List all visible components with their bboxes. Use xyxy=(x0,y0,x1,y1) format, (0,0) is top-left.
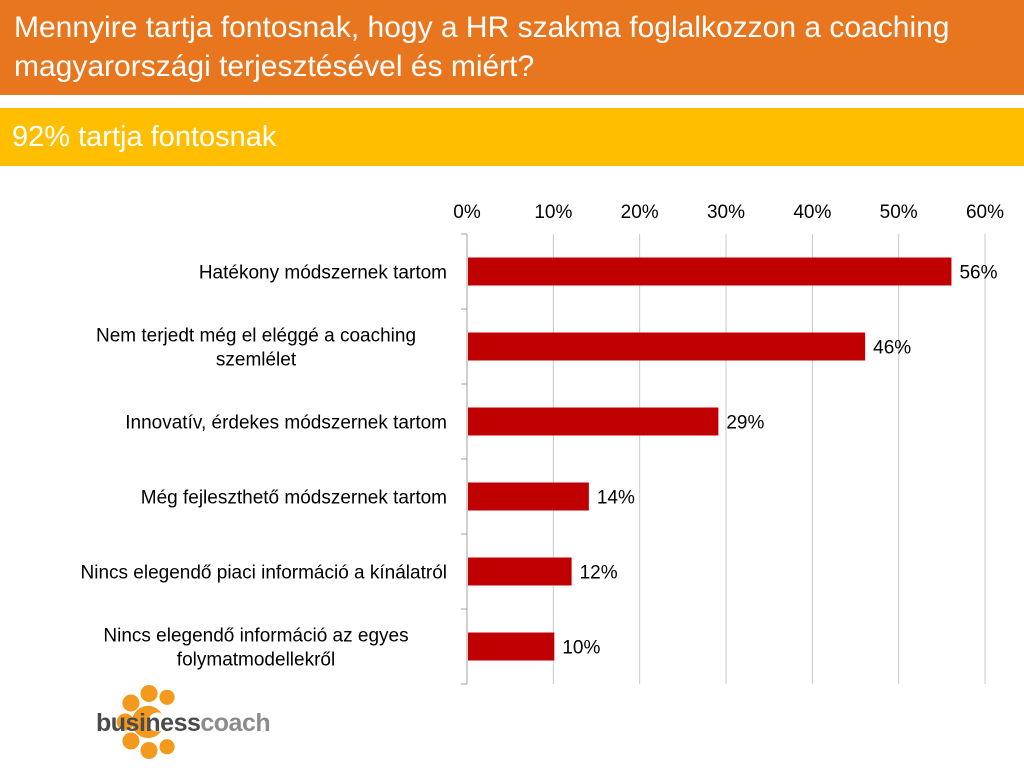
orange-c-flower-icon xyxy=(116,684,183,760)
bar xyxy=(468,332,866,361)
x-tick-label: 50% xyxy=(880,202,918,223)
logo-wordmark: businesscoach xyxy=(96,708,271,738)
x-tick-label: 20% xyxy=(621,202,659,223)
logo-word-coach: coach xyxy=(200,709,271,737)
category-label-line: Nincs elegendő piaci információ a kínála… xyxy=(81,563,447,584)
category-label: Nincs elegendő információ az egyes folyma… xyxy=(103,626,408,671)
x-tick-label: 60% xyxy=(966,202,1004,223)
x-tick-label: 40% xyxy=(793,202,831,223)
value-label: 14% xyxy=(597,488,635,509)
bar xyxy=(468,407,719,436)
x-tick-label: 0% xyxy=(453,202,481,223)
category-label: Nem terjedt még el eléggé a coaching szem… xyxy=(96,326,416,371)
logo-word-business: business xyxy=(96,709,201,737)
bar xyxy=(468,257,952,286)
bar xyxy=(468,482,589,511)
slide-title: Mennyire tartja fontosnak, hogy a HR sza… xyxy=(14,11,950,83)
x-tick-label: 10% xyxy=(534,202,572,223)
category-label-line: Nem terjedt még el eléggé a coaching xyxy=(96,326,416,347)
category-label: Nincs elegendő piaci információ a kínála… xyxy=(81,563,447,584)
bar-chart: 0% 10% 20% 30% 40% 50% 60% 56% Hatékony módszern… xyxy=(81,202,1004,685)
value-label: 10% xyxy=(562,638,600,659)
slide-subtitle: 92% tartja fontosnak xyxy=(12,121,277,153)
category-label-line: Innovatív, érdekes módszernek tartom xyxy=(125,413,447,434)
value-label: 56% xyxy=(959,263,997,284)
category-label-line: folymatmodellekről xyxy=(177,650,335,671)
x-tick-label: 30% xyxy=(707,202,745,223)
category-label-line: Nincs elegendő információ az egyes xyxy=(103,626,408,647)
category-label-line: Még fejleszthető módszernek tartom xyxy=(141,488,447,509)
title-bar: Mennyire tartja fontosnak, hogy a HR sza… xyxy=(0,0,1024,95)
category-label: Még fejleszthető módszernek tartom xyxy=(141,488,447,509)
category-label-line: Hatékony módszernek tartom xyxy=(199,263,447,284)
category-label: Innovatív, érdekes módszernek tartom xyxy=(125,413,447,434)
value-label: 29% xyxy=(726,413,764,434)
bar xyxy=(468,632,555,661)
value-label: 12% xyxy=(580,563,618,584)
bar xyxy=(468,557,572,586)
category-label: Hatékony módszernek tartom xyxy=(199,263,447,284)
category-label-line: szemlélet xyxy=(216,350,297,371)
subtitle-bar: 92% tartja fontosnak xyxy=(0,108,1024,166)
value-label: 46% xyxy=(873,338,911,359)
